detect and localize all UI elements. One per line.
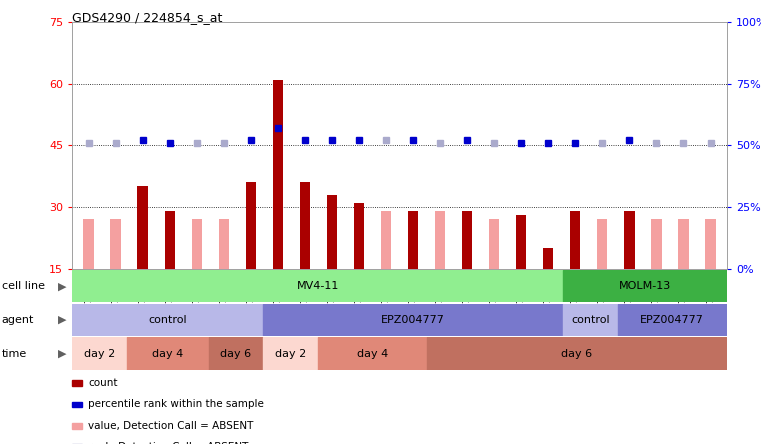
- Text: ▶: ▶: [58, 315, 67, 325]
- Text: ▶: ▶: [58, 349, 67, 359]
- Bar: [84, 219, 94, 330]
- Text: day 2: day 2: [84, 349, 115, 359]
- Bar: [543, 248, 553, 330]
- Text: day 6: day 6: [221, 349, 251, 359]
- Bar: [318, 337, 427, 370]
- Bar: [263, 337, 318, 370]
- Text: day 4: day 4: [152, 349, 183, 359]
- Bar: [570, 211, 581, 330]
- Text: day 6: day 6: [561, 349, 592, 359]
- Bar: [218, 219, 229, 330]
- Bar: [408, 211, 419, 330]
- Text: EPZ004777: EPZ004777: [381, 315, 445, 325]
- Text: MOLM-13: MOLM-13: [619, 281, 671, 291]
- Bar: [72, 270, 563, 302]
- Bar: [300, 182, 310, 330]
- Bar: [618, 304, 727, 336]
- Bar: [246, 182, 256, 330]
- Text: ▶: ▶: [58, 281, 67, 291]
- Bar: [435, 211, 445, 330]
- Text: count: count: [88, 378, 118, 388]
- Bar: [563, 304, 618, 336]
- Text: time: time: [2, 349, 27, 359]
- Bar: [489, 219, 499, 330]
- Text: GDS4290 / 224854_s_at: GDS4290 / 224854_s_at: [72, 11, 223, 24]
- Bar: [380, 211, 391, 330]
- Text: control: control: [148, 315, 187, 325]
- Bar: [209, 337, 263, 370]
- Bar: [192, 219, 202, 330]
- Bar: [651, 219, 661, 330]
- Text: value, Detection Call = ABSENT: value, Detection Call = ABSENT: [88, 420, 253, 431]
- Bar: [678, 219, 689, 330]
- Text: day 4: day 4: [357, 349, 388, 359]
- Bar: [138, 186, 148, 330]
- Text: agent: agent: [2, 315, 34, 325]
- Text: day 2: day 2: [275, 349, 306, 359]
- Text: MV4-11: MV4-11: [297, 281, 339, 291]
- Bar: [462, 211, 473, 330]
- Text: control: control: [571, 315, 610, 325]
- Text: EPZ004777: EPZ004777: [640, 315, 704, 325]
- Bar: [354, 203, 364, 330]
- Bar: [263, 304, 563, 336]
- Bar: [516, 215, 527, 330]
- Bar: [72, 337, 127, 370]
- Bar: [272, 80, 283, 330]
- Bar: [427, 337, 727, 370]
- Bar: [110, 219, 121, 330]
- Bar: [127, 337, 209, 370]
- Bar: [563, 270, 727, 302]
- Bar: [72, 304, 263, 336]
- Bar: [597, 219, 607, 330]
- Bar: [326, 195, 337, 330]
- Text: cell line: cell line: [2, 281, 45, 291]
- Bar: [624, 211, 635, 330]
- Bar: [705, 219, 715, 330]
- Text: rank, Detection Call = ABSENT: rank, Detection Call = ABSENT: [88, 442, 249, 444]
- Bar: [164, 211, 175, 330]
- Text: percentile rank within the sample: percentile rank within the sample: [88, 399, 264, 409]
